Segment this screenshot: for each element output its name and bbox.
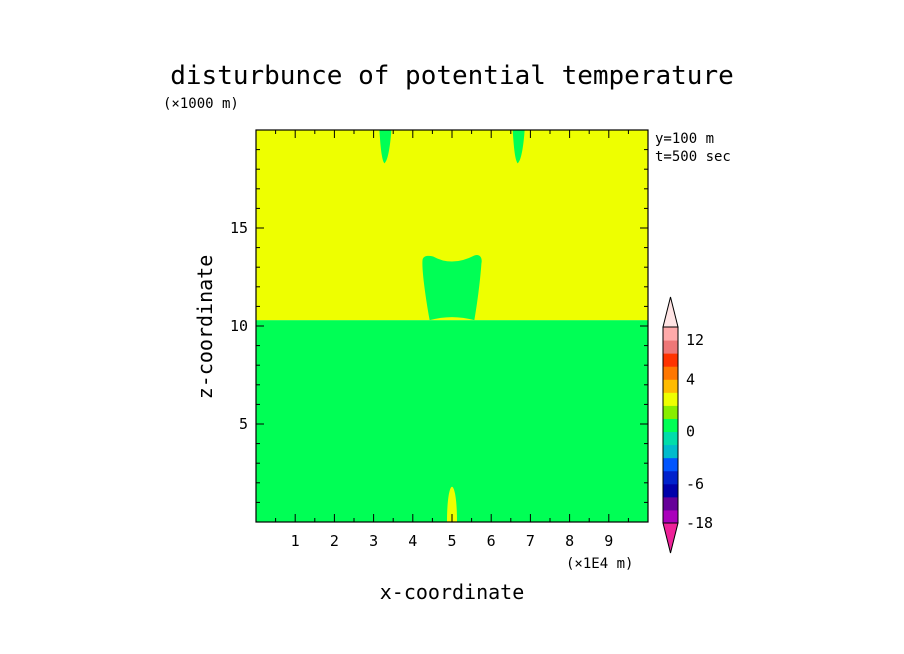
colorbar-frame	[662, 326, 679, 524]
colorbar-segment	[663, 392, 678, 406]
annotation-y: y=100 m	[655, 131, 714, 147]
colorbar-segment	[663, 483, 678, 498]
feature-layer	[379, 130, 525, 522]
y-tick-label: 15	[230, 219, 248, 237]
colorbar-label: -18	[686, 514, 713, 532]
y-tick-label: 10	[230, 317, 248, 335]
x-tick-label: 5	[447, 532, 456, 550]
x-tick-label: 7	[526, 532, 535, 550]
x-tick-label: 8	[565, 532, 574, 550]
plot-area: 1 2 3 4 5 6 7 8 9 5 10 15	[230, 129, 649, 550]
colorbar-segment	[663, 340, 678, 354]
x-tick-label: 2	[330, 532, 339, 550]
colorbar-segment	[663, 470, 678, 485]
colorbar-segment	[663, 327, 678, 341]
colorbar: 12 4 0 -6 -18	[662, 296, 713, 554]
colorbar-segment	[663, 379, 678, 393]
colorbar-label: 4	[686, 370, 695, 388]
x-axis-label: x-coordinate	[380, 580, 525, 604]
colorbar-segment	[663, 457, 678, 472]
colorbar-segment	[663, 509, 678, 524]
colorbar-label: -6	[686, 475, 704, 493]
field-layer	[256, 130, 648, 522]
surface-bubble-feature	[447, 486, 457, 522]
colorbar-label: 12	[686, 331, 704, 349]
chart-title: disturbunce of potential temperature	[170, 61, 734, 91]
upper-wave-feature	[512, 130, 525, 164]
colorbar-segment	[663, 431, 678, 446]
x-tick-label: 6	[487, 532, 496, 550]
x-tick-label: 1	[291, 532, 300, 550]
y-tick-label: 5	[239, 415, 248, 433]
colorbar-segment	[663, 444, 678, 459]
x-tick-label: 4	[408, 532, 417, 550]
x-tick-label: 3	[369, 532, 378, 550]
colorbar-segment	[663, 405, 678, 419]
tick-layer: 1 2 3 4 5 6 7 8 9 5 10 15	[230, 129, 649, 550]
colorbar-arrow-high	[662, 296, 679, 328]
colorbar-segment	[663, 353, 678, 367]
x-unit-label: (×1E4 m)	[566, 556, 633, 572]
colorbar-segment	[663, 418, 678, 433]
annotation-t: t=500 sec	[655, 149, 731, 165]
upper-wave-feature	[379, 130, 392, 164]
colorbar-segment	[663, 496, 678, 511]
y-unit-label: (×1000 m)	[163, 96, 239, 112]
colorbar-label: 0	[686, 423, 695, 441]
colorbar-arrow-low	[662, 522, 679, 554]
x-tick-label: 9	[604, 532, 613, 550]
y-axis-label: z-coordinate	[193, 255, 217, 400]
plume-feature	[422, 254, 482, 321]
colorbar-segment	[663, 366, 678, 380]
